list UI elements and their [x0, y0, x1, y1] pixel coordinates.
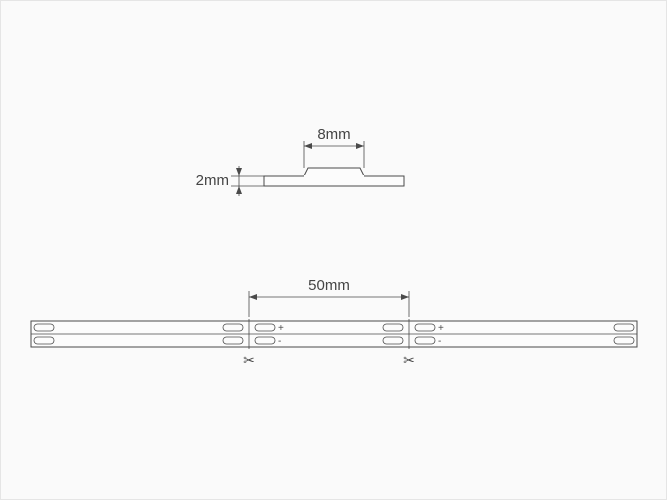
- width-label: 8mm: [317, 126, 350, 143]
- led-strip-group: + - + - ✂ ✂ 50mm: [31, 277, 637, 368]
- cross-section-group: 8mm 2mm: [196, 126, 404, 196]
- cross-section-base: [264, 176, 404, 186]
- cross-section-bump: [304, 168, 364, 176]
- height-label: 2mm: [196, 172, 229, 189]
- segment-label: 50mm: [308, 277, 350, 294]
- scissors-icon: ✂: [403, 352, 415, 368]
- polarity-minus: -: [438, 336, 441, 347]
- polarity-minus: -: [278, 336, 281, 347]
- dimension-height: 2mm: [196, 166, 264, 196]
- dimension-width: 8mm: [304, 126, 364, 168]
- scissors-icon: ✂: [243, 352, 255, 368]
- polarity-plus: +: [438, 323, 444, 334]
- polarity-plus: +: [278, 323, 284, 334]
- diagram-svg: 8mm 2mm: [1, 1, 666, 499]
- technical-diagram: 8mm 2mm: [0, 0, 667, 500]
- dimension-segment: 50mm: [249, 277, 409, 317]
